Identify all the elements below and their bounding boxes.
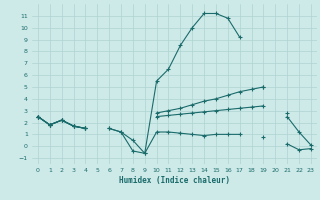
X-axis label: Humidex (Indice chaleur): Humidex (Indice chaleur) [119, 176, 230, 185]
